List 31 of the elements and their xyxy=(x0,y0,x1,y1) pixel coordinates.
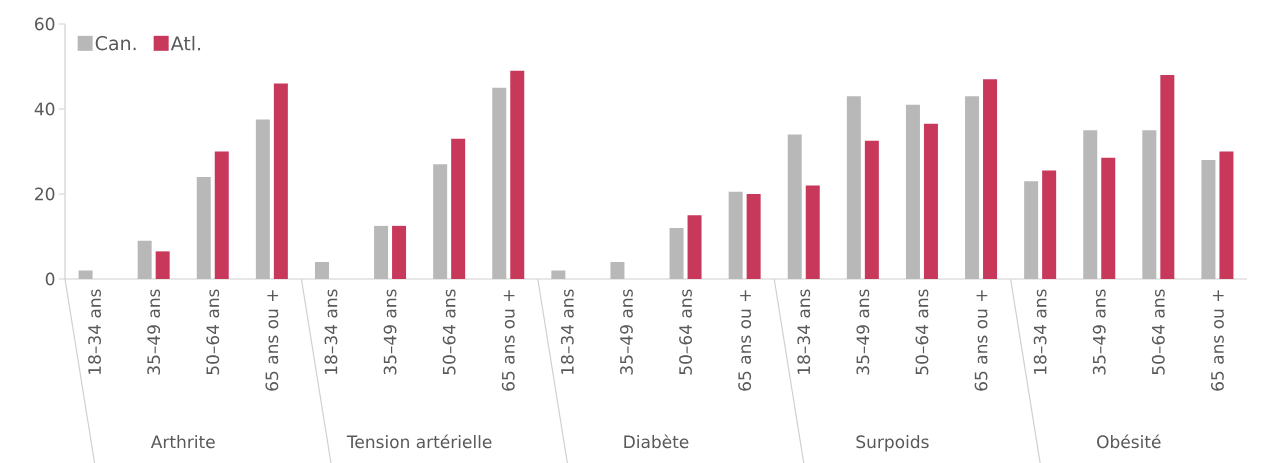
x-axis-title: Arthrite xyxy=(150,435,215,449)
y-tick-label: 20 xyxy=(35,187,55,201)
x-tick-label: 50–64 ans xyxy=(1151,289,1165,375)
x-axis-title: Obésité xyxy=(1097,434,1161,449)
x-tick-label: 18–34 ans xyxy=(324,289,338,374)
x-axis-title: Diabète xyxy=(624,434,689,449)
x-tick-label: 18–34 ans xyxy=(797,289,811,374)
x-tick-label: 50–64 ans xyxy=(679,289,692,375)
x-tick-label: 18–34 ans xyxy=(88,289,101,374)
legend-label: Can. xyxy=(95,36,136,51)
y-tick-label: 40 xyxy=(34,102,55,116)
x-tick-label: 35–49 ans xyxy=(383,289,397,375)
x-tick-label: 35–49 ans xyxy=(1092,289,1106,375)
x-tick-label: 35–49 ans xyxy=(620,289,633,375)
x-tick-label: 35–49 ans xyxy=(147,289,161,375)
x-tick-label: 18–34 ans xyxy=(1033,289,1047,374)
x-axis-title: Tension artérielle xyxy=(346,434,492,449)
y-tick-label: 60 xyxy=(35,17,55,31)
x-tick-label: 65 ans ou + xyxy=(265,290,279,391)
x-tick-label: 65 ans ou + xyxy=(1211,290,1224,391)
x-tick-label: 65 ans ou + xyxy=(974,290,988,391)
x-tick-label: 65 ans ou + xyxy=(501,290,515,391)
x-tick-label: 18–34 ans xyxy=(560,289,574,374)
x-axis-title: Surpoids xyxy=(856,435,929,452)
x-tick-label: 65 ans ou + xyxy=(738,290,752,391)
x-tick-label: 50–64 ans xyxy=(915,289,929,375)
x-tick-label: 50–64 ans xyxy=(206,289,220,375)
x-tick-label: 35–49 ans xyxy=(856,289,870,375)
x-tick-label: 50–64 ans xyxy=(442,289,456,375)
legend-label: Atl. xyxy=(170,35,201,51)
y-tick-label: 0 xyxy=(45,272,55,286)
